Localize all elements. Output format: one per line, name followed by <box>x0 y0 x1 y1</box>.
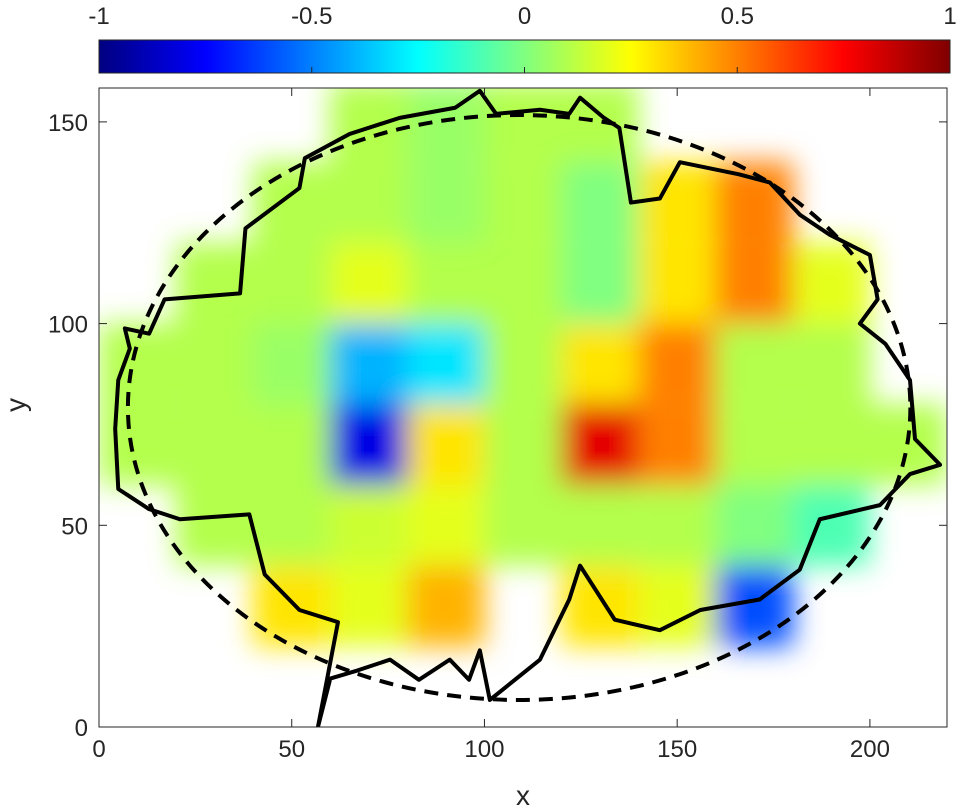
heatmap-cell <box>561 88 639 163</box>
heatmap-cell <box>330 242 408 324</box>
colorbar-tick-label: 0 <box>518 3 531 30</box>
x-axis-label: x <box>516 780 530 811</box>
heatmap-cell <box>484 88 562 163</box>
heatmap-cell <box>253 565 331 647</box>
heatmap-cell <box>561 242 639 324</box>
heatmap-cell <box>176 323 254 405</box>
heatmap-cell <box>484 242 562 324</box>
heatmap-cell <box>484 484 562 566</box>
heatmap-cell <box>484 323 562 405</box>
heatmap-cell <box>330 88 408 163</box>
boundary-contour <box>113 88 943 727</box>
heatmap-cell <box>407 484 485 566</box>
heatmap-cell <box>561 484 639 566</box>
heatmap-cell <box>715 323 793 405</box>
heatmap-cell <box>638 162 716 243</box>
y-axis-label: y <box>0 398 31 412</box>
heatmap-cell <box>176 404 254 485</box>
heatmap-cell <box>99 323 177 405</box>
overlay <box>113 88 943 727</box>
heatmap-cell <box>715 404 793 485</box>
heatmap-cell <box>407 323 485 405</box>
heatmap-cell <box>792 323 870 405</box>
heatmap-cell <box>561 404 639 485</box>
heatmap-cell <box>330 565 408 647</box>
heatmap-cell <box>638 565 716 647</box>
heatmap-cell <box>561 565 639 647</box>
heatmap-cell <box>253 404 331 485</box>
heatmap-cell <box>638 484 716 566</box>
heatmap-cell <box>792 242 870 324</box>
heatmap-cell <box>407 565 485 647</box>
heatmap-cell <box>638 404 716 485</box>
y-tick-label: 100 <box>48 312 88 339</box>
heatmap-cell <box>176 484 254 566</box>
heatmap-cell <box>330 323 408 405</box>
heatmap-cell <box>484 162 562 243</box>
heatmap-cell <box>407 242 485 324</box>
heatmap-cell <box>638 242 716 324</box>
x-tick-label: 100 <box>464 736 504 763</box>
heatmap-cell <box>253 162 331 243</box>
colorbar-tick-label: -0.5 <box>291 3 332 30</box>
heatmap-cell <box>484 404 562 485</box>
colorbar-tick-label: -1 <box>88 3 109 30</box>
x-tick-label: 200 <box>850 736 890 763</box>
heatmap-cell <box>253 323 331 405</box>
colorbar-tick-label: 1 <box>943 3 956 30</box>
heatmap-cell <box>715 242 793 324</box>
x-tick-label: 50 <box>278 736 305 763</box>
y-tick-label: 0 <box>75 715 88 742</box>
x-tick-label: 150 <box>657 736 697 763</box>
y-tick-label: 50 <box>61 513 88 540</box>
heatmap-cell <box>330 162 408 243</box>
heatmap-cell <box>407 162 485 243</box>
colorbar-tick-label: 0.5 <box>721 3 754 30</box>
heatmap-cell <box>253 242 331 324</box>
heatmap-cell <box>407 404 485 485</box>
heatmap-cell <box>561 323 639 405</box>
y-tick-label: 150 <box>48 110 88 137</box>
heatmap <box>99 88 947 647</box>
heatmap-cell <box>638 323 716 405</box>
heatmap-cell <box>792 404 870 485</box>
x-tick-label: 0 <box>92 736 105 763</box>
heatmap-cell <box>715 484 793 566</box>
heatmap-cell <box>330 404 408 485</box>
heatmap-cell <box>330 484 408 566</box>
heatmap-cell <box>253 484 331 566</box>
axes-box <box>98 87 948 728</box>
